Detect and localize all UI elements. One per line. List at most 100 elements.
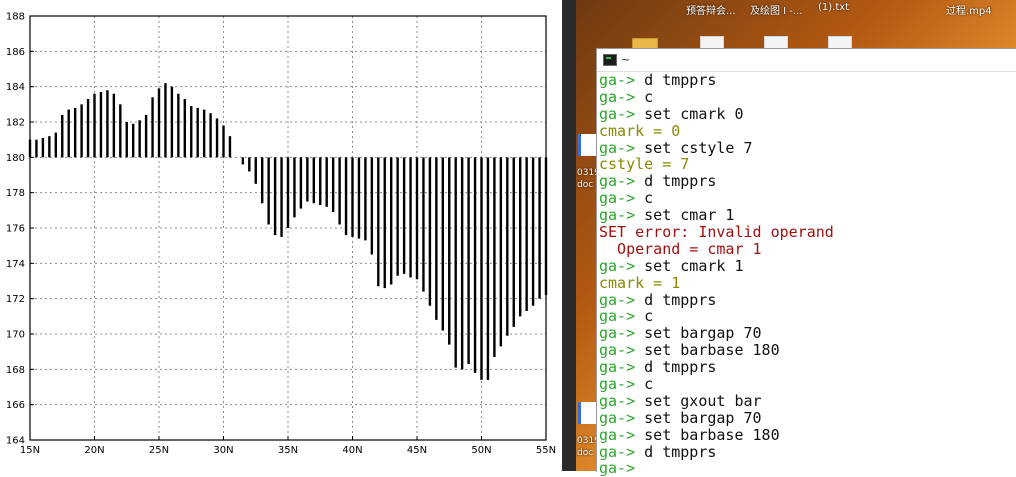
document-icon[interactable] — [578, 134, 597, 156]
terminal-window[interactable]: ~ ga-> d tmpprs ga-> c ga-> set cmark 0 cma… — [596, 48, 1016, 477]
terminal-line: ga-> set cmark 0 — [599, 104, 1016, 123]
y-tick-label: 172 — [6, 294, 25, 305]
terminal-prompt: ga-> — [599, 459, 645, 477]
terminal-prompt: ga-> — [599, 87, 645, 106]
terminal-prompt: ga-> — [599, 375, 645, 394]
terminal-line: ga-> set cmark 1 — [599, 256, 1016, 275]
document-icon[interactable] — [578, 402, 597, 424]
terminal-prompt: ga-> — [599, 442, 645, 461]
terminal-line: ga-> — [599, 460, 1016, 477]
terminal-command: set cstyle 7 — [644, 138, 753, 157]
terminal-prompt: ga-> — [599, 189, 645, 208]
terminal-line: cmark = 0 — [599, 122, 1016, 140]
terminal-command: set barbase 180 — [644, 341, 780, 360]
y-tick-label: 174 — [6, 259, 25, 270]
terminal-line: ga-> d tmpprs — [599, 442, 1016, 461]
terminal-titlebar[interactable]: ~ — [597, 49, 1016, 72]
terminal-prompt: ga-> — [599, 206, 645, 225]
x-tick-label: 40N — [342, 445, 362, 456]
x-tick-label: 30N — [213, 445, 233, 456]
terminal-command: d tmpprs — [644, 172, 717, 191]
terminal-prompt: ga-> — [599, 307, 645, 326]
terminal-command: set bargap 70 — [644, 408, 762, 427]
terminal-line: ga-> set barbase 180 — [599, 342, 1016, 359]
desktop-file-label[interactable]: 过程.mp4 — [946, 6, 992, 17]
y-tick-label: 170 — [6, 330, 25, 341]
terminal-command: set cmark 0 — [644, 104, 744, 123]
terminal-echo-text: cstyle = 7 — [599, 155, 690, 174]
y-tick-label: 182 — [6, 118, 25, 129]
desktop-side-label: 0319 — [577, 168, 600, 178]
terminal-command: set bargap 70 — [644, 324, 762, 343]
terminal-prompt: ga-> — [599, 104, 645, 123]
terminal-line: ga-> set cmar 1 — [599, 207, 1016, 224]
terminal-line: cstyle = 7 — [599, 156, 1016, 173]
window-gap — [562, 0, 576, 471]
terminal-prompt: ga-> — [599, 324, 645, 343]
terminal-line: ga-> d tmpprs — [599, 72, 1016, 89]
terminal-line: ga-> c — [599, 308, 1016, 325]
y-tick-label: 164 — [6, 436, 25, 447]
terminal-line: ga-> c — [599, 190, 1016, 207]
terminal-line: Operand = cmar 1 — [599, 239, 1016, 258]
terminal-prompt: ga-> — [599, 256, 645, 275]
x-tick-label: 55N — [536, 445, 556, 456]
desktop-file-label[interactable]: 及绘图 I -... — [750, 6, 803, 17]
terminal-command: d tmpprs — [644, 71, 717, 89]
terminal-line: ga-> d tmpprs — [599, 359, 1016, 376]
y-tick-label: 166 — [6, 400, 25, 411]
terminal-command: c — [644, 87, 654, 106]
y-tick-label: 178 — [6, 188, 25, 199]
terminal-command: set gxout bar — [644, 391, 762, 410]
x-tick-label: 45N — [407, 445, 427, 456]
terminal-error-text: SET error: Invalid operand — [599, 223, 834, 242]
terminal-command: c — [644, 375, 654, 394]
terminal-line: ga-> set barbase 180 — [599, 425, 1016, 444]
terminal-line: cmark = 1 — [599, 273, 1016, 292]
y-tick-label: 184 — [6, 82, 25, 93]
terminal-line: ga-> c — [599, 87, 1016, 106]
desktop-file-label[interactable]: (1).txt — [818, 2, 850, 13]
x-tick-label: 15N — [20, 445, 40, 456]
x-tick-label: 35N — [278, 445, 298, 456]
terminal-prompt: ga-> — [599, 138, 645, 157]
terminal-command: d tmpprs — [644, 442, 717, 461]
terminal-line: ga-> set bargap 70 — [599, 325, 1016, 342]
terminal-command: set cmar 1 — [644, 206, 735, 225]
desktop-side-label: 0319 — [577, 436, 600, 446]
desktop-side-label: doc — [577, 448, 594, 458]
x-tick-label: 20N — [84, 445, 104, 456]
y-tick-label: 180 — [6, 153, 25, 164]
terminal-line: ga-> set bargap 70 — [599, 408, 1016, 427]
terminal-prompt: ga-> — [599, 71, 645, 89]
terminal-prompt: ga-> — [599, 358, 645, 377]
terminal-line: ga-> d tmpprs — [599, 173, 1016, 190]
y-tick-label: 168 — [6, 365, 25, 376]
terminal-line: ga-> c — [599, 376, 1016, 393]
terminal-line: SET error: Invalid operand — [599, 224, 1016, 241]
y-tick-label: 176 — [6, 224, 25, 235]
terminal-prompt: ga-> — [599, 425, 645, 444]
x-tick-label: 25N — [149, 445, 169, 456]
y-tick-label: 188 — [6, 12, 25, 23]
desktop-side-label: doc — [577, 180, 594, 190]
terminal-command: d tmpprs — [644, 290, 717, 309]
desktop-file-label[interactable]: 预答辩会... — [686, 6, 736, 17]
terminal-prompt: ga-> — [599, 391, 645, 410]
terminal-command: c — [644, 189, 654, 208]
plot-window: 164 166 168 170 172 174 176 178 180 182 184 186 188 1… — [5, 11, 557, 457]
terminal-command: c — [644, 307, 654, 326]
terminal-icon — [603, 54, 617, 66]
terminal-echo-text: cmark = 1 — [599, 273, 681, 292]
terminal-prompt: ga-> — [599, 290, 645, 309]
terminal-error-text: Operand = cmar 1 — [599, 239, 762, 258]
terminal-output[interactable]: ga-> d tmpprs ga-> c ga-> set cmark 0 cmark… — [599, 72, 1016, 477]
terminal-command: set barbase 180 — [644, 425, 780, 444]
terminal-line: ga-> set gxout bar — [599, 391, 1016, 410]
terminal-prompt: ga-> — [599, 172, 645, 191]
x-tick-label: 50N — [471, 445, 491, 456]
terminal-prompt: ga-> — [599, 341, 645, 360]
terminal-command: set cmark 1 — [644, 256, 744, 275]
bar-chart: 164 166 168 170 172 174 176 178 180 182 184 186 188 1… — [6, 12, 556, 457]
terminal-prompt: ga-> — [599, 408, 645, 427]
